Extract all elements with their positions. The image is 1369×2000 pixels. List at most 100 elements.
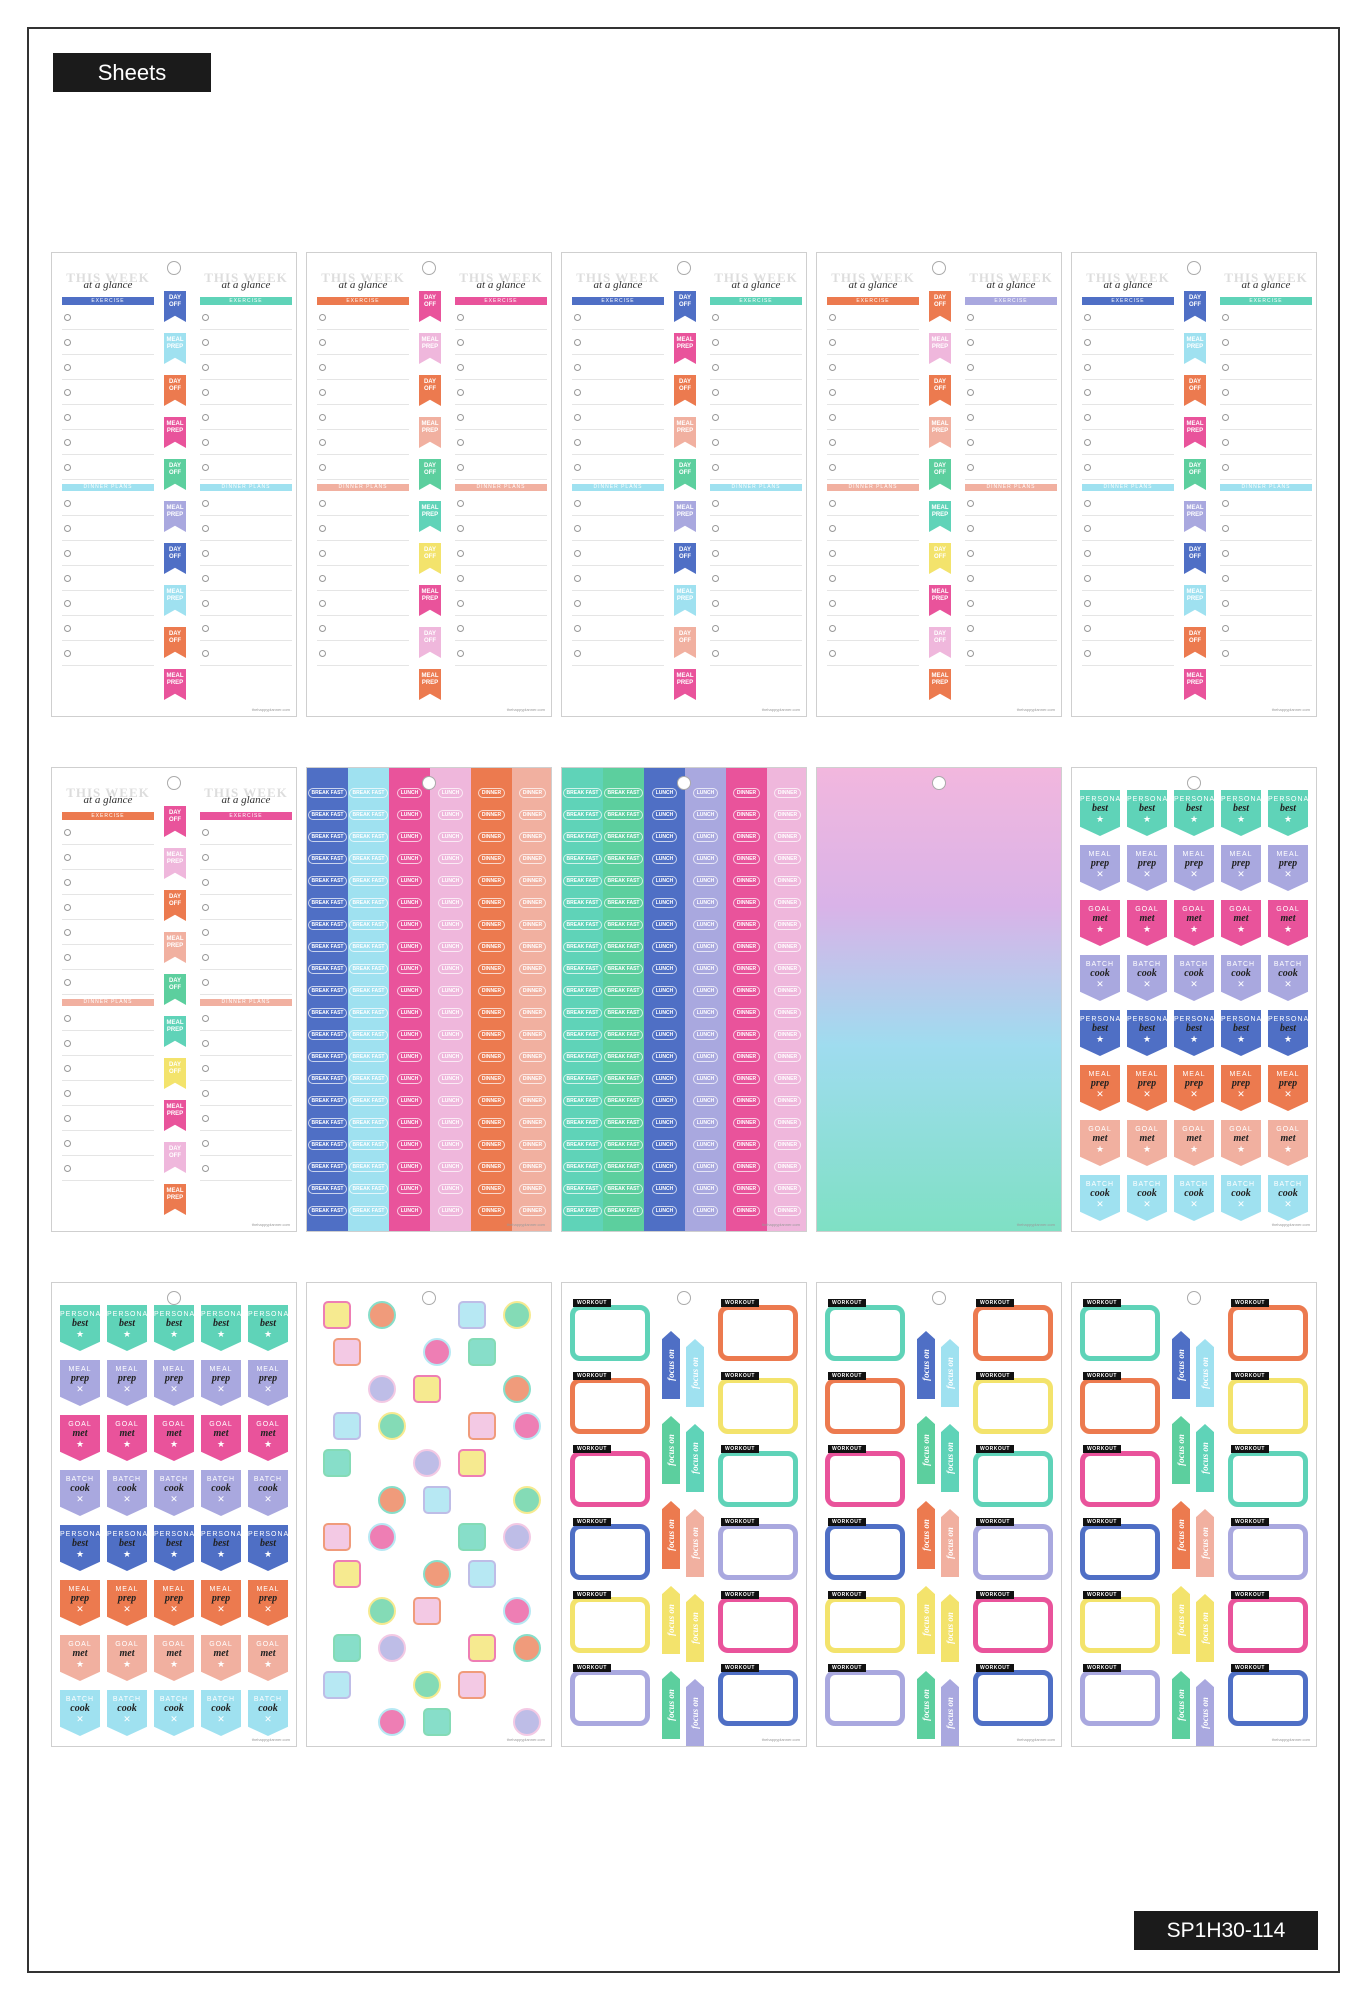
day-row-1 bbox=[62, 305, 154, 330]
star-icon: ★ bbox=[1283, 924, 1293, 934]
hang-hole bbox=[1187, 261, 1201, 275]
lunch-text: LUNCH bbox=[651, 832, 678, 842]
meal-prep-flag: MEAL PREP bbox=[164, 417, 186, 448]
meal-strip: BREAK FAST BREAK FAST BREAK FAST BREAK FAST… bbox=[348, 768, 389, 1231]
lunch-label: LUNCH bbox=[389, 1024, 430, 1046]
planner-column-left: THIS WEEK at a glance EXERCISE DINNER PLANS bbox=[317, 271, 409, 666]
day-row-6 bbox=[317, 430, 409, 455]
exercise-header: EXERCISE bbox=[1220, 297, 1312, 305]
day-off-flag: DAY OFF bbox=[164, 375, 186, 406]
fork-knife-icon: ✕ bbox=[1237, 979, 1245, 989]
lunch-label: LUNCH bbox=[389, 1112, 430, 1134]
dinner-label: DINNER bbox=[512, 914, 551, 936]
planner-subtitle: at a glance bbox=[221, 794, 271, 806]
workout-frame: WORKOUT bbox=[718, 1664, 798, 1726]
day-row-7 bbox=[572, 455, 664, 480]
focus-on-tag: focus on bbox=[1172, 1501, 1190, 1569]
workout-frame: WORKOUT bbox=[718, 1591, 798, 1653]
workout-label: WORKOUT bbox=[976, 1445, 1014, 1453]
breakfast-label: BREAK FAST bbox=[562, 870, 603, 892]
hang-hole bbox=[677, 261, 691, 275]
fork-knife-icon: ✕ bbox=[1190, 869, 1198, 879]
dinner-row-7 bbox=[317, 641, 409, 666]
star-icon: ★ bbox=[263, 1549, 273, 1559]
dinner-text: DINNER bbox=[477, 1008, 506, 1018]
dinner-text: DINNER bbox=[732, 1008, 761, 1018]
dinner-row-2 bbox=[1082, 516, 1174, 541]
dinner-text: DINNER bbox=[773, 788, 802, 798]
dinner-text: DINNER bbox=[477, 854, 506, 864]
batch-cook-badge: BATCH cook ✕ bbox=[201, 1690, 241, 1736]
badge-top-text: PERSONAL bbox=[60, 1311, 107, 1318]
workout-frame: WORKOUT bbox=[1228, 1518, 1308, 1580]
breakfast-text: BREAK FAST bbox=[562, 1096, 603, 1106]
dumbbell-icon bbox=[458, 1449, 486, 1477]
breakfast-label: BREAK FAST bbox=[562, 1134, 603, 1156]
dinner-row-7 bbox=[200, 641, 292, 666]
goal-met-badge: GOAL met ★ bbox=[154, 1635, 194, 1681]
breakfast-label: BREAK FAST bbox=[562, 1002, 603, 1024]
exercise-header: EXERCISE bbox=[827, 297, 919, 305]
fork-knife-icon: ✕ bbox=[123, 1384, 131, 1394]
dinner-text: DINNER bbox=[732, 898, 761, 908]
lunch-label: LUNCH bbox=[389, 1178, 430, 1200]
lunch-text: LUNCH bbox=[437, 1008, 464, 1018]
badge-script-text: prep bbox=[1278, 1078, 1298, 1089]
focus-on-tag: focus on bbox=[917, 1501, 935, 1569]
day-row-1 bbox=[710, 305, 802, 330]
dinner-label: DINNER bbox=[726, 1156, 767, 1178]
workout-label: WORKOUT bbox=[1231, 1372, 1269, 1380]
badge-top-text: PERSONAL bbox=[1080, 1016, 1127, 1023]
meal-prep-flag: MEAL PREP bbox=[674, 669, 696, 700]
breakfast-text: BREAK FAST bbox=[307, 876, 348, 886]
breakfast-label: BREAK FAST bbox=[348, 1090, 389, 1112]
batch-cook-badge: BATCH cook ✕ bbox=[1174, 955, 1214, 1001]
breakfast-label: BREAK FAST bbox=[307, 1134, 348, 1156]
badge-script-text: met bbox=[1233, 1133, 1249, 1144]
badge-top-text: GOAL bbox=[68, 1641, 92, 1648]
star-icon: ★ bbox=[216, 1549, 226, 1559]
day-off-flag: DAY OFF bbox=[929, 459, 951, 490]
breakfast-text: BREAK FAST bbox=[562, 810, 603, 820]
badge-top-text: GOAL bbox=[1229, 1126, 1253, 1133]
focus-on-tag: focus on bbox=[1172, 1671, 1190, 1739]
personal-best-badge: PERSONAL best ★ bbox=[1268, 1010, 1308, 1056]
goal-met-badge: GOAL met ★ bbox=[201, 1415, 241, 1461]
workout-frame: WORKOUT bbox=[570, 1299, 650, 1361]
dinner-row-1 bbox=[965, 491, 1057, 516]
brand-url: thehappyplanner.com bbox=[251, 1737, 290, 1742]
bag-icon bbox=[468, 1338, 496, 1366]
dinner-text: DINNER bbox=[518, 942, 547, 952]
dinner-label: DINNER bbox=[512, 958, 551, 980]
focus-on-text: focus on bbox=[921, 1689, 931, 1721]
lunch-text: LUNCH bbox=[651, 964, 678, 974]
badge-script-text: prep bbox=[164, 1593, 184, 1604]
day-row-7 bbox=[827, 455, 919, 480]
dinner-row-3 bbox=[200, 1056, 292, 1081]
day-row-3 bbox=[317, 355, 409, 380]
lunch-label: LUNCH bbox=[430, 804, 471, 826]
lunch-text: LUNCH bbox=[692, 1118, 719, 1128]
breakfast-text: BREAK FAST bbox=[348, 898, 389, 908]
batch-cook-badge: BATCH cook ✕ bbox=[107, 1690, 147, 1736]
lunch-label: LUNCH bbox=[389, 804, 430, 826]
day-row-6 bbox=[827, 430, 919, 455]
fork-knife-icon: ✕ bbox=[1143, 869, 1151, 879]
breakfast-label: BREAK FAST bbox=[348, 914, 389, 936]
badge-top-text: PERSONAL bbox=[201, 1531, 248, 1538]
badge-script-text: cook bbox=[1184, 968, 1204, 979]
badge-top-text: BATCH bbox=[1085, 961, 1115, 968]
dinner-header: DINNER PLANS bbox=[965, 484, 1057, 491]
dinner-row-4 bbox=[62, 566, 154, 591]
meal-prep-flag: MEAL PREP bbox=[164, 1016, 186, 1047]
lunch-text: LUNCH bbox=[396, 1052, 423, 1062]
breakfast-text: BREAK FAST bbox=[307, 1184, 348, 1194]
breakfast-text: BREAK FAST bbox=[348, 854, 389, 864]
workout-label: WORKOUT bbox=[1231, 1299, 1269, 1307]
breakfast-text: BREAK FAST bbox=[348, 1074, 389, 1084]
breakfast-text: BREAK FAST bbox=[307, 1206, 348, 1216]
lunch-text: LUNCH bbox=[651, 986, 678, 996]
focus-on-text: focus on bbox=[1200, 1357, 1210, 1389]
lunch-text: LUNCH bbox=[396, 964, 423, 974]
star-icon: ★ bbox=[1236, 814, 1246, 824]
